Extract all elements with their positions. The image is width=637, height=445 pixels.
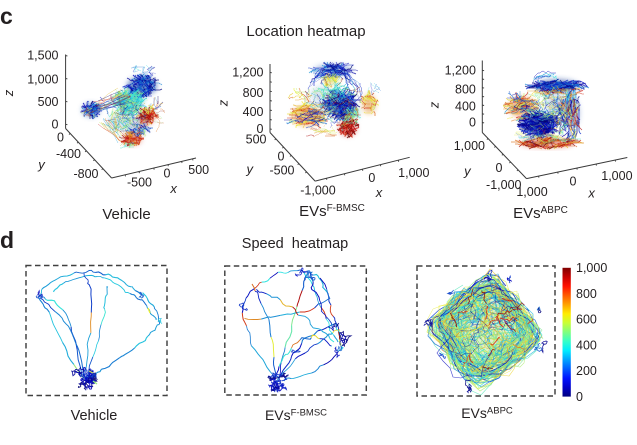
svg-text:-500: -500 [127, 176, 152, 190]
svg-text:x: x [169, 181, 177, 196]
svg-text:Vehicle: Vehicle [102, 206, 150, 223]
svg-text:-400: -400 [56, 147, 81, 161]
svg-text:400: 400 [243, 105, 264, 119]
svg-text:0: 0 [278, 150, 285, 164]
svg-text:1,000: 1,000 [27, 72, 58, 86]
svg-text:d: d [0, 227, 14, 253]
svg-text:600: 600 [576, 313, 597, 327]
svg-text:x: x [587, 186, 595, 201]
svg-text:Vehicle: Vehicle [71, 408, 118, 424]
svg-text:z: z [427, 101, 442, 109]
svg-text:Speed heatmap: Speed heatmap [242, 236, 348, 252]
svg-text:z: z [1, 89, 16, 97]
svg-text:1,000: 1,000 [601, 169, 632, 183]
svg-text:1,200: 1,200 [445, 64, 476, 78]
svg-text:500: 500 [246, 132, 267, 146]
svg-text:y: y [37, 157, 46, 172]
svg-text:-1,000: -1,000 [486, 178, 521, 192]
svg-text:1,000: 1,000 [454, 139, 485, 153]
svg-text:0: 0 [52, 118, 59, 132]
svg-text:x: x [375, 185, 383, 200]
svg-text:400: 400 [455, 100, 476, 114]
svg-text:c: c [0, 3, 13, 29]
svg-text:0: 0 [570, 175, 577, 189]
svg-text:0: 0 [496, 161, 503, 175]
svg-text:y: y [463, 164, 472, 179]
svg-text:-800: -800 [73, 167, 98, 181]
svg-text:1,000: 1,000 [576, 261, 607, 275]
svg-text:800: 800 [576, 287, 597, 301]
svg-text:800: 800 [455, 83, 476, 97]
svg-text:-500: -500 [269, 164, 294, 178]
svg-text:z: z [216, 99, 231, 107]
svg-text:1,000: 1,000 [398, 166, 429, 180]
svg-text:0: 0 [576, 390, 583, 404]
svg-text:0: 0 [368, 171, 375, 185]
svg-text:Location heatmap: Location heatmap [246, 23, 365, 40]
svg-text:200: 200 [576, 364, 597, 378]
svg-text:y: y [246, 162, 255, 177]
svg-text:1,000: 1,000 [516, 185, 547, 199]
svg-text:1,200: 1,200 [232, 66, 263, 80]
svg-text:0: 0 [469, 116, 476, 130]
svg-text:0: 0 [164, 167, 171, 181]
svg-text:1,500: 1,500 [27, 49, 58, 63]
svg-text:500: 500 [38, 95, 59, 109]
svg-text:800: 800 [243, 86, 264, 100]
svg-text:500: 500 [188, 163, 209, 177]
svg-text:0: 0 [257, 122, 264, 136]
svg-text:0: 0 [57, 131, 64, 145]
svg-text:400: 400 [576, 339, 597, 353]
svg-text:-1,000: -1,000 [300, 183, 335, 197]
